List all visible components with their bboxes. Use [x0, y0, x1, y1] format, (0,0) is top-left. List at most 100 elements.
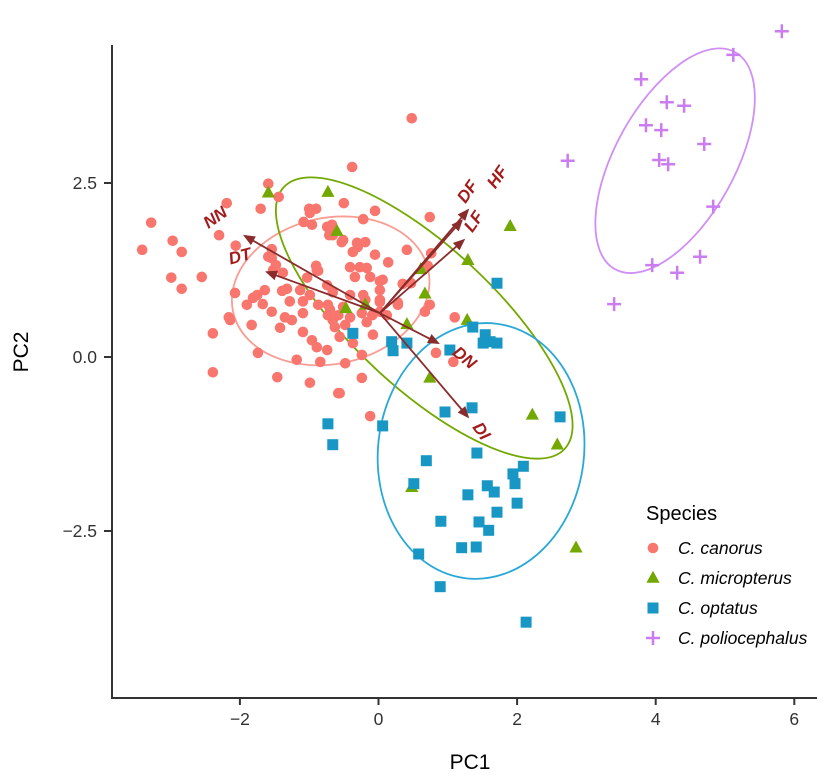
data-point: [339, 319, 351, 331]
data-point: [347, 246, 359, 258]
series-c-canorus: [136, 112, 461, 422]
data-point: [435, 515, 447, 527]
data-point: [257, 298, 269, 310]
data-point: [693, 249, 708, 264]
loading-label-lf: LF: [460, 207, 488, 235]
data-point: [646, 631, 660, 645]
data-point: [314, 356, 326, 368]
data-point: [266, 306, 278, 318]
data-point: [261, 185, 275, 198]
data-point: [241, 299, 253, 311]
series-c-optatus: [322, 277, 566, 628]
data-point: [491, 337, 503, 349]
data-point: [297, 307, 309, 319]
data-point: [301, 272, 313, 283]
data-point: [466, 402, 478, 414]
data-point: [484, 336, 496, 348]
x-axis-title: PC1: [450, 751, 491, 774]
data-point: [369, 205, 381, 217]
legend-label-canorus: C. canorus: [678, 538, 763, 558]
data-point: [351, 237, 363, 249]
data-point: [136, 244, 148, 256]
data-point: [346, 161, 358, 173]
data-point: [327, 439, 339, 451]
data-point: [520, 616, 532, 628]
data-point: [347, 337, 359, 349]
legend-label-poliocephalus: C. poliocephalus: [678, 628, 808, 648]
data-point: [377, 420, 389, 432]
data-point: [298, 216, 309, 228]
data-point: [259, 284, 271, 296]
data-point: [661, 157, 676, 172]
data-point: [251, 289, 263, 301]
series-c-poliocephalus: [560, 24, 789, 312]
data-point: [312, 299, 324, 311]
x-tick-label: 4: [651, 709, 661, 729]
data-point: [507, 468, 519, 480]
data-point: [467, 321, 479, 333]
data-point: [638, 118, 653, 133]
ellipse-c-poliocephalus: [594, 47, 756, 274]
loading-arrow-dt: [265, 270, 381, 314]
data-point: [418, 286, 432, 299]
legend-markers: [646, 542, 660, 645]
x-tick-label: −2: [230, 709, 250, 729]
data-point: [652, 153, 667, 168]
data-point: [338, 197, 350, 209]
loading-label-di: DI: [469, 419, 495, 445]
data-point: [207, 328, 219, 339]
data-point: [461, 253, 475, 266]
data-point: [339, 357, 351, 369]
data-point: [483, 524, 495, 536]
loading-arrow-lf: [379, 238, 466, 314]
data-point: [230, 240, 242, 251]
data-point: [347, 327, 359, 339]
y-axis-title: PC2: [10, 332, 33, 373]
data-point: [387, 345, 399, 357]
data-point: [434, 581, 446, 593]
loading-arrow-di: [379, 312, 470, 419]
data-point: [550, 437, 564, 450]
data-point: [322, 299, 334, 311]
data-point: [176, 246, 187, 258]
data-point: [444, 344, 456, 356]
data-point: [273, 191, 285, 203]
x-tick-label: 6: [789, 709, 799, 729]
data-point: [439, 406, 451, 418]
data-point: [397, 278, 409, 290]
data-point: [252, 347, 264, 359]
loading-label-df: DF: [453, 176, 482, 206]
data-point: [413, 548, 425, 560]
data-point: [473, 516, 485, 528]
data-point: [274, 322, 286, 334]
data-point: [304, 289, 316, 301]
data-point: [167, 235, 178, 247]
data-point: [344, 261, 356, 273]
data-point: [357, 213, 369, 225]
data-point: [477, 337, 489, 349]
data-point: [336, 236, 348, 248]
data-point: [207, 367, 219, 378]
data-points: [136, 24, 789, 628]
data-point: [356, 372, 368, 384]
data-point: [326, 219, 338, 231]
loading-arrow-hf: [379, 208, 470, 314]
data-point: [272, 371, 283, 383]
loading-arrow-dn: [379, 312, 440, 344]
data-point: [297, 326, 309, 338]
data-point: [488, 486, 500, 498]
data-point: [263, 251, 274, 263]
data-point: [646, 570, 660, 583]
data-point: [462, 489, 474, 501]
data-point: [449, 312, 461, 323]
legend-title: Species: [646, 503, 717, 525]
data-point: [479, 329, 491, 341]
data-point: [357, 289, 369, 301]
x-tick-label: 2: [512, 709, 522, 729]
data-point: [654, 123, 669, 138]
data-point: [276, 285, 288, 297]
data-point: [344, 312, 356, 323]
data-point: [491, 277, 503, 289]
data-point: [321, 184, 335, 197]
data-point: [330, 223, 344, 236]
